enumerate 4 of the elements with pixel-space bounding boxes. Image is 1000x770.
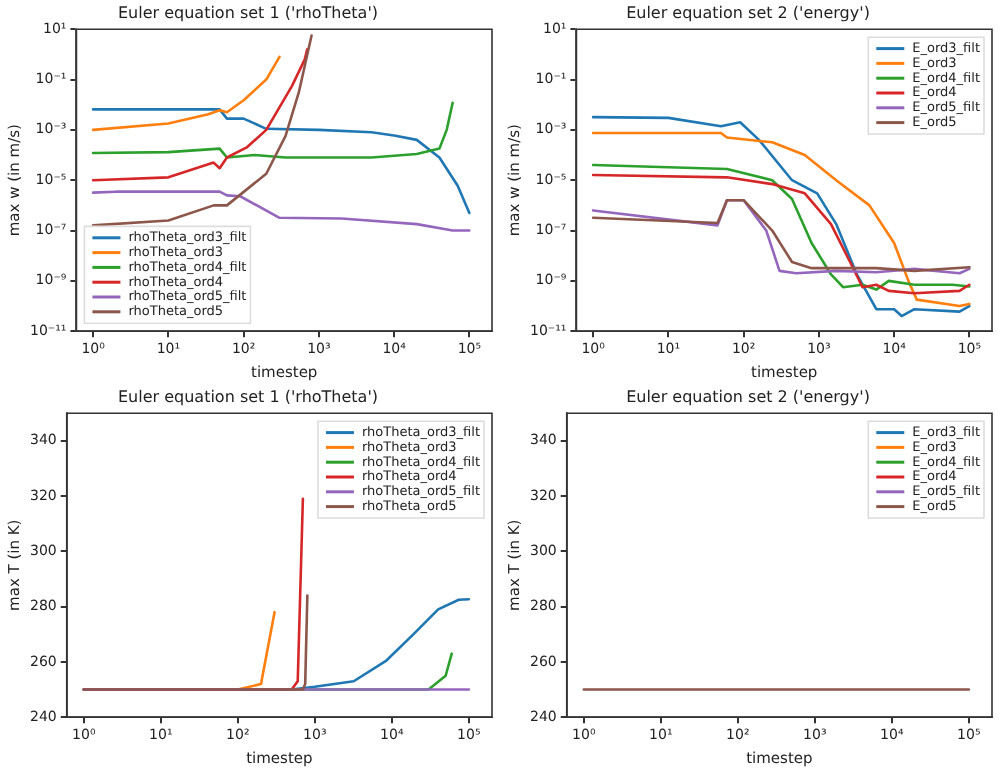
chart-title: Euler equation set 1 ('rhoTheta'): [117, 387, 379, 406]
chart-title: Euler equation set 2 ('energy'): [626, 3, 870, 22]
chart-title: Euler equation set 1 ('rhoTheta'): [117, 3, 379, 22]
chart-title: Euler equation set 2 ('energy'): [626, 387, 870, 406]
